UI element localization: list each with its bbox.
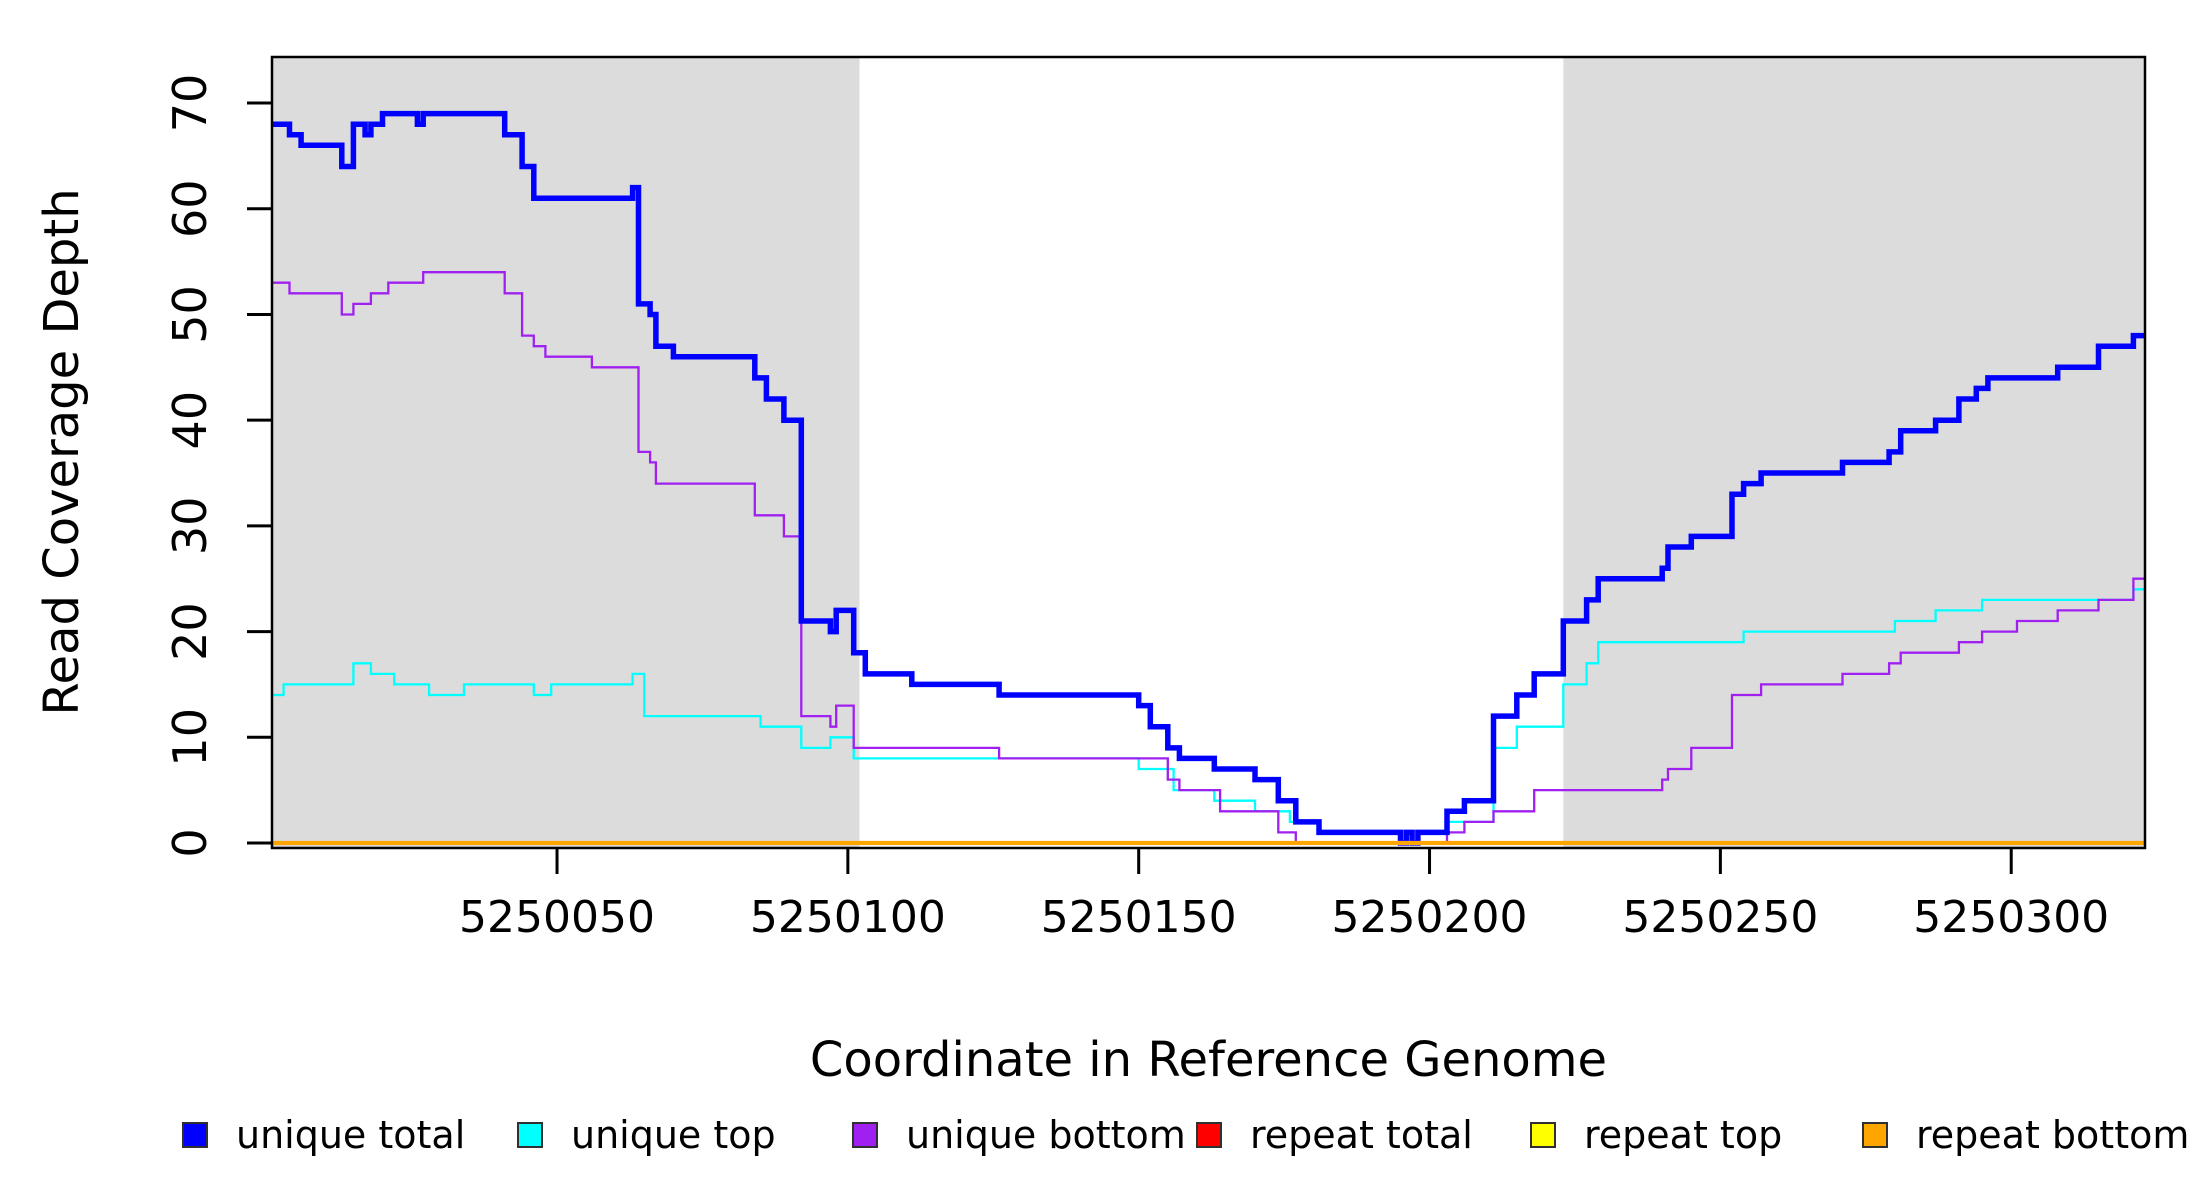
y-tick-label: 10 — [163, 708, 217, 767]
y-tick-label: 50 — [163, 285, 217, 344]
legend-label: unique total — [236, 1113, 466, 1157]
y-axis-title: Read Coverage Depth — [34, 188, 90, 716]
legend-label: repeat top — [1584, 1113, 1783, 1157]
legend-label: unique top — [571, 1113, 776, 1157]
series-unique-top — [272, 588, 2145, 845]
x-axis-title: Coordinate in Reference Genome — [809, 1032, 1608, 1088]
x-tick-label: 5250250 — [1622, 892, 1818, 943]
legend-swatch — [517, 1122, 543, 1148]
shaded-region — [272, 57, 860, 848]
legend-swatch — [1530, 1122, 1556, 1148]
x-tick-label: 5250100 — [750, 892, 946, 943]
legend-swatch — [1196, 1122, 1222, 1148]
x-tick-label: 5250150 — [1041, 892, 1237, 943]
legend-swatch — [182, 1122, 208, 1148]
x-tick-label: 5250200 — [1332, 892, 1528, 943]
x-tick-label: 5250300 — [1913, 892, 2109, 943]
y-tick-label: 20 — [163, 602, 217, 661]
y-tick-label: 60 — [163, 179, 217, 238]
legend-label: repeat bottom — [1916, 1113, 2190, 1157]
legend-label: unique bottom — [906, 1113, 1186, 1157]
y-tick-label: 30 — [163, 497, 217, 556]
y-tick-label: 40 — [163, 391, 217, 450]
y-tick-label: 0 — [163, 828, 217, 857]
series-unique-total — [272, 110, 2145, 846]
shaded-region — [1563, 57, 2145, 848]
legend-swatch — [1862, 1122, 1888, 1148]
plot-border — [270, 55, 2147, 850]
series-unique-bottom — [272, 271, 2145, 845]
legend-label: repeat total — [1250, 1113, 1473, 1157]
x-tick-label: 5250050 — [459, 892, 655, 943]
legend-swatch — [852, 1122, 878, 1148]
y-tick-label: 70 — [163, 74, 217, 133]
